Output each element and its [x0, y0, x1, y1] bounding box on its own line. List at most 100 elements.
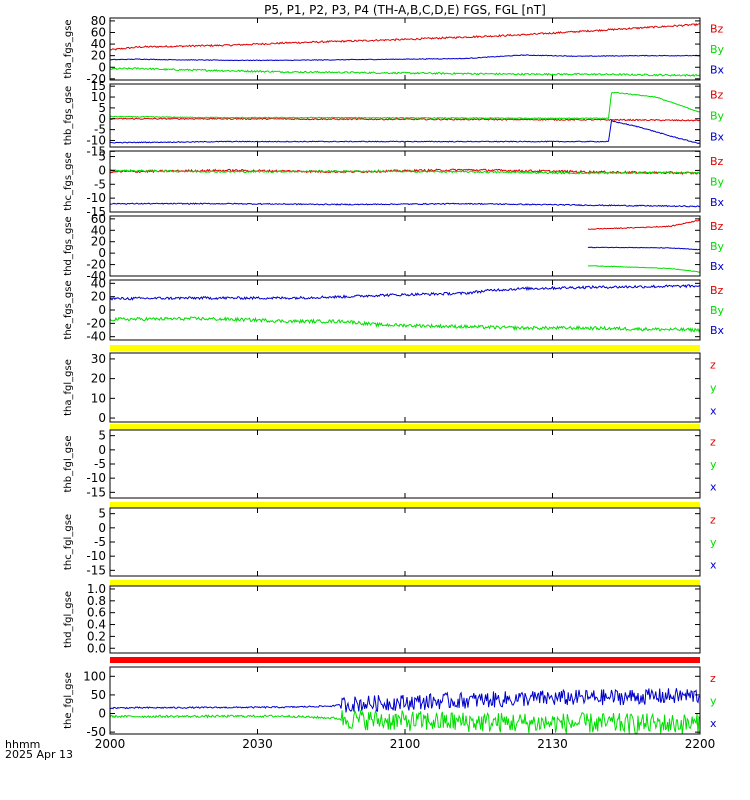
series-line-Bx: [587, 246, 700, 251]
panel-frame: [109, 507, 701, 577]
legend-entry: Bx: [710, 64, 725, 77]
y-tick-label: 0.0: [87, 641, 106, 655]
legend-entry: Bx: [710, 131, 725, 144]
legend-entry: Bz: [710, 220, 724, 233]
y-tick-label: 80: [91, 14, 106, 28]
y-tick-label: -20: [86, 316, 106, 330]
series-line-x: [109, 688, 701, 713]
x-tick-label: 2100: [390, 737, 421, 751]
legend-entry: z: [710, 435, 716, 448]
y-tick-label: 0: [98, 443, 106, 457]
series-line-Bx: [109, 54, 701, 62]
time-axis-label-date: 2025 Apr 13: [5, 748, 73, 761]
legend-entry: By: [710, 43, 725, 56]
y-axis-label: thc_fgs_gse: [63, 152, 74, 211]
panel-thb_fgl_gse: 50-5-10-15 thb_fgl_gse zyx: [63, 424, 717, 499]
y-tick-label: 100: [83, 669, 106, 683]
y-tick-label: -15: [86, 563, 106, 577]
y-tick-label: -10: [86, 549, 106, 563]
x-tick-label: 2200: [685, 737, 716, 751]
legend-entry: y: [710, 458, 717, 471]
y-tick-label: 0: [98, 60, 106, 74]
time-axis-label-hhmm: hhmm: [5, 738, 40, 751]
y-tick-label: 60: [91, 212, 106, 226]
series-line-Bz: [587, 219, 701, 230]
y-tick-label: 1.0: [87, 582, 106, 596]
y-tick-label: -15: [86, 205, 106, 219]
legend-entry: x: [710, 559, 717, 572]
y-tick-label: 0: [98, 411, 106, 425]
series-line-By: [109, 91, 701, 120]
y-tick-label: 60: [91, 25, 106, 39]
y-tick-label: 40: [91, 276, 106, 290]
series-line-Bx: [109, 202, 701, 208]
y-tick-label: -5: [94, 457, 106, 471]
data-flag-bar: [110, 502, 700, 508]
y-tick-label: 0.6: [87, 606, 106, 620]
series-line-Bz: [109, 168, 701, 176]
legend-entry: Bx: [710, 324, 725, 337]
y-tick-label: -5: [94, 177, 106, 191]
y-tick-label: -15: [86, 485, 106, 499]
panel-frame: [109, 666, 701, 735]
y-tick-label: 0.8: [87, 594, 106, 608]
y-tick-label: 20: [91, 372, 106, 386]
series-line-Bx: [109, 119, 701, 145]
legend-entry: y: [710, 536, 717, 549]
panel-the_fgl_gse: 100 50 0 -50 the_fgl_gse zyx: [63, 657, 717, 739]
chart-title: P5, P1, P2, P3, P4 (TH-A,B,C,D,E) FGS, F…: [264, 3, 546, 17]
legend-entry: By: [710, 110, 725, 123]
y-tick-label: 15: [91, 79, 106, 93]
y-tick-label: 20: [91, 49, 106, 63]
y-tick-label: -10: [86, 133, 106, 147]
legend-entry: By: [710, 304, 725, 317]
y-tick-label: -10: [86, 471, 106, 485]
series-line-By: [109, 67, 701, 78]
data-flag-bar: [110, 424, 700, 430]
y-tick-label: 5: [98, 101, 106, 115]
y-tick-label: 10: [91, 90, 106, 104]
panel-frame: [109, 150, 701, 213]
panel-thc_fgs_gse: 50-5-10-15 thc_fgs_gse Bz By Bx: [63, 150, 725, 219]
y-axis-label: tha_fgs_gse: [63, 19, 74, 78]
legend-entry: z: [710, 513, 716, 526]
series-line-y: [109, 709, 701, 735]
y-tick-label: 5: [98, 150, 106, 164]
y-tick-label: 0: [98, 521, 106, 535]
y-axis-label: thb_fgl_gse: [63, 436, 74, 493]
panel-frame: [109, 352, 701, 423]
data-flag-bar: [110, 657, 700, 663]
y-tick-label: 0: [98, 303, 106, 317]
y-tick-label: 40: [91, 223, 106, 237]
y-tick-label: 20: [91, 290, 106, 304]
panel-frame: [109, 215, 701, 277]
legend-entry: y: [710, 695, 717, 708]
y-tick-label: -40: [86, 330, 106, 344]
legend-entry: Bz: [710, 89, 724, 102]
series-line-Bx: [109, 284, 701, 301]
y-tick-label: 0.4: [87, 618, 106, 632]
data-flag-bar: [110, 580, 700, 586]
y-tick-label: 5: [98, 507, 106, 521]
data-flag-bar: [110, 345, 700, 351]
y-tick-label: -40: [86, 269, 106, 283]
legend-entry: z: [710, 359, 716, 372]
series-line-Bz: [109, 22, 701, 51]
y-tick-label: 0.2: [87, 629, 106, 643]
legend-entry: x: [710, 481, 717, 494]
series-line-By: [109, 316, 701, 334]
y-tick-label: 50: [91, 688, 106, 702]
y-tick-label: 30: [91, 352, 106, 366]
y-tick-label: 40: [91, 37, 106, 51]
panel-frame: [109, 429, 701, 499]
y-tick-label: 5: [98, 429, 106, 443]
legend-entry: Bz: [710, 284, 724, 297]
panel-tha_fgl_gse: 30 20 10 0 tha_fgl_gse zyx: [63, 345, 717, 425]
y-axis-label: tha_fgl_gse: [63, 359, 74, 416]
y-axis-label: thc_fgl_gse: [63, 514, 74, 570]
legend-entry: By: [710, 176, 725, 189]
